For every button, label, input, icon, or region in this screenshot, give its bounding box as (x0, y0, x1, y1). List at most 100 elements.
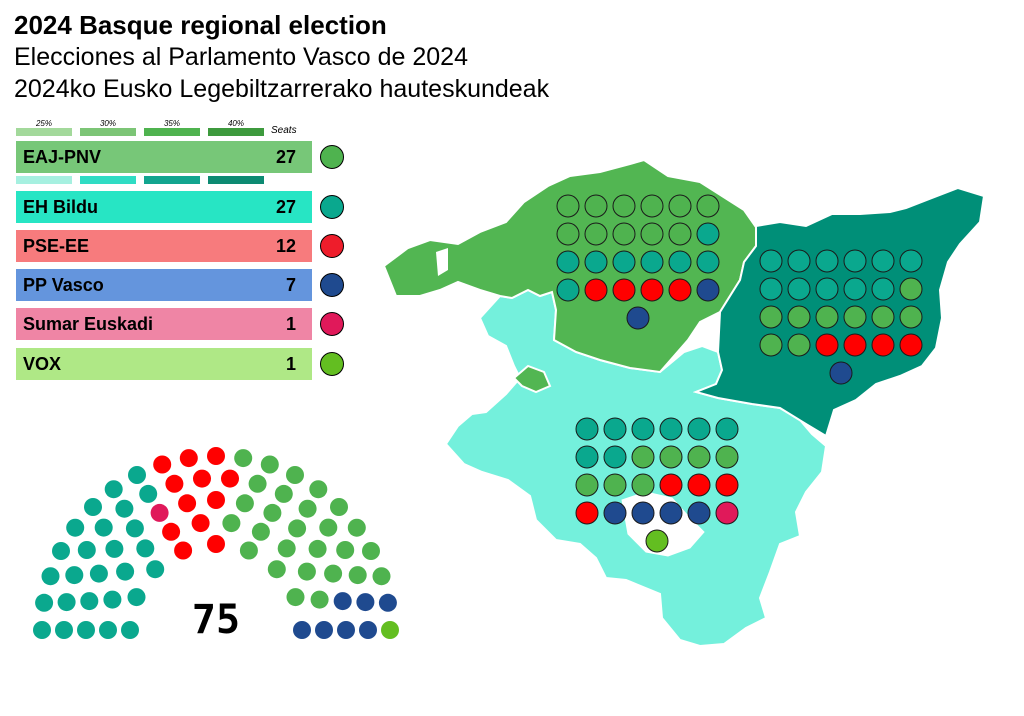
scale-label-35: 35% (163, 119, 180, 128)
parliament-seat-pnv (251, 522, 270, 541)
gipuzkoa-seat-pp (829, 361, 853, 385)
gipuzkoa-seat-bildu (871, 277, 895, 301)
gipuzkoa-seat-bildu (787, 277, 811, 301)
parliament-seat-pnv (267, 560, 286, 579)
scale-swatch-green-40 (208, 128, 264, 136)
araba-seat-sumar (715, 501, 739, 525)
parliament-seat-bildu (77, 541, 96, 559)
enclave-orduna (512, 364, 552, 394)
araba-seat-pnv (575, 473, 599, 497)
araba-seat-pse (659, 473, 683, 497)
bizkaia-seat-bildu (696, 250, 720, 274)
party-seats: 12 (275, 236, 296, 256)
bizkaia-seat-pnv (612, 194, 636, 218)
scale-swatch-teal-40 (208, 176, 264, 184)
bizkaia-seat-pse (668, 278, 692, 302)
bizkaia-seat-pnv (584, 194, 608, 218)
araba-seat-pp (659, 501, 683, 525)
parliament-seat-pp (337, 621, 355, 639)
parliament-seat-pp (378, 593, 397, 612)
scale-label-25: 25% (35, 119, 52, 128)
bizkaia-seat-pnv (640, 194, 664, 218)
araba-seat-bildu (575, 417, 599, 441)
gipuzkoa-seat-pse (815, 333, 839, 357)
bizkaia-seat-pse (584, 278, 608, 302)
araba-seat-pse (715, 473, 739, 497)
party-row-sumar-euskadi: Sumar Euskadi 1 (16, 308, 312, 340)
parliament-seat-bildu (94, 518, 113, 537)
araba-seat-pse (575, 501, 599, 525)
parliament-seat-bildu (41, 567, 60, 586)
gipuzkoa-seat-bildu (759, 277, 783, 301)
parliament-seat-bildu (77, 621, 95, 639)
parliament-seat-bildu (84, 498, 102, 516)
parliament-seat-pnv (348, 566, 367, 585)
party-seats: 27 (275, 147, 296, 167)
gipuzkoa-seat-pse (871, 333, 895, 357)
parliament-seat-pnv (309, 480, 328, 499)
gipuzkoa-seat-bildu (899, 249, 923, 273)
parliament-seat-bildu (33, 621, 51, 639)
bizkaia-seat-pnv (612, 222, 636, 246)
party-name: Sumar Euskadi (23, 314, 154, 334)
parliament-seat-bildu (66, 518, 85, 537)
gipuzkoa-seat-pnv (787, 305, 811, 329)
title-basque: 2024ko Eusko Legebiltzarrerako hauteskun… (14, 75, 550, 103)
parliament-seat-pse (153, 455, 172, 474)
parliament-seat-pp (293, 621, 311, 639)
gipuzkoa-seat-pnv (787, 333, 811, 357)
parliament-seat-bildu (104, 480, 123, 499)
bizkaia-seat-bildu (640, 250, 664, 274)
parliament-seat-pp (356, 593, 375, 612)
party-row-pse-ee: PSE-EE 12 (16, 230, 312, 262)
title-spanish: Elecciones al Parlamento Vasco de 2024 (14, 43, 468, 71)
parliament-seat-pse (221, 469, 239, 488)
araba-seat-bildu (603, 417, 627, 441)
parliament-seat-pse (191, 514, 210, 533)
parliament-seat-pse (207, 447, 225, 465)
bizkaia-seat-bildu (584, 250, 608, 274)
party-name: VOX (23, 354, 62, 374)
party-color-dot-vox (320, 352, 344, 376)
bizkaia-seat-pnv (584, 222, 608, 246)
parliament-seat-pnv (319, 518, 338, 537)
bizkaia-seat-pp (626, 306, 650, 330)
parliament-seat-pnv (310, 590, 329, 609)
gipuzkoa-seat-pnv (899, 305, 923, 329)
gipuzkoa-seat-pnv (843, 305, 867, 329)
bizkaia-seat-pp (696, 278, 720, 302)
party-name: EAJ-PNV (23, 147, 102, 167)
party-row-vox: VOX 1 (16, 348, 312, 380)
scale-swatch-green-25 (16, 128, 72, 136)
parliament-seat-bildu (136, 539, 155, 558)
party-seats: 27 (275, 197, 296, 217)
araba-seat-pp (631, 501, 655, 525)
parliament-seat-pnv (324, 564, 343, 583)
gipuzkoa-seat-pnv (759, 305, 783, 329)
araba-seat-bildu (575, 445, 599, 469)
bizkaia-seat-pnv (696, 194, 720, 218)
gipuzkoa-seat-bildu (787, 249, 811, 273)
title-block: 2024 Basque regional election Elecciones… (14, 10, 549, 105)
parliament-seat-pnv (274, 484, 293, 503)
scale-swatch-green-35 (144, 128, 200, 136)
bizkaia-seat-bildu (612, 250, 636, 274)
scale-label-30: 30% (99, 119, 116, 128)
parliament-seat-bildu (105, 539, 124, 558)
party-row-pp-vasco: PP Vasco 7 (16, 269, 312, 301)
party-name: EH Bildu (23, 197, 98, 217)
parliament-seat-pnv (222, 514, 241, 533)
bizkaia-seat-pnv (556, 194, 580, 218)
parliament-seat-pse (162, 522, 181, 541)
parliament-seat-pnv (286, 466, 304, 484)
araba-seat-pp (603, 501, 627, 525)
parliament-seat-pnv (234, 449, 253, 468)
parliament-seat-pnv (288, 519, 307, 538)
gipuzkoa-seat-bildu (843, 249, 867, 273)
parliament-seat-pnv (235, 494, 254, 513)
parliament-seat-bildu (89, 564, 108, 583)
province-seat-grids (556, 194, 923, 553)
parliament-seat-bildu (55, 621, 73, 639)
araba-seat-bildu (631, 417, 655, 441)
parliament-seat-bildu (52, 542, 70, 560)
